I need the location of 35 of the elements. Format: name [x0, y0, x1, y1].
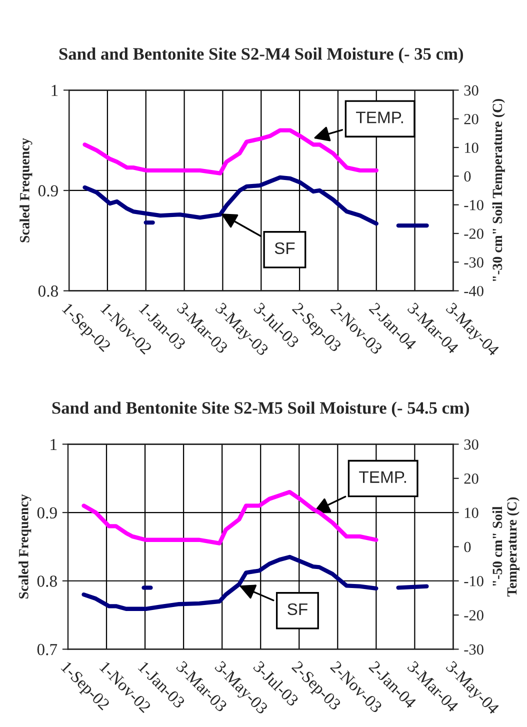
annotation: SF: [274, 242, 295, 254]
chart-title: Sand and Bentonite Site S2-M5 Soil Moisture (- 54.5 cm): [52, 402, 469, 418]
y2-tick-label: -30: [464, 644, 484, 655]
y-tick-label: 0.9: [38, 185, 58, 196]
annotation: SF: [288, 603, 308, 616]
y2-tick-label: -20: [464, 228, 484, 239]
y-tick-label: 0.7: [37, 644, 58, 656]
y2-tick-label: -20: [464, 610, 484, 620]
y2-axis-title: "-30 cm" Soil Temperature (C): [492, 99, 505, 282]
y2-tick-label: 20: [464, 474, 478, 484]
annotation: TEMP.: [356, 112, 403, 124]
y2-tick-label: 10: [464, 142, 478, 153]
y-tick-label: 0.9: [37, 507, 57, 519]
y-tick-label: 1: [52, 84, 58, 96]
chart-title: Sand and Bentonite Site S2-M4 Soil Moisture (- 35 cm): [59, 48, 464, 64]
y2-tick-label: 0: [464, 542, 471, 552]
y2-tick-label: 10: [464, 508, 478, 518]
annotation: TEMP.: [359, 471, 406, 483]
y2-axis-title: "-50 cm" Soil Temperature (C): [492, 497, 520, 596]
y-tick-label: 0.8: [37, 576, 57, 587]
y-tick-label: 1: [50, 438, 57, 450]
y-axis-title: Scaled Frequency: [18, 494, 32, 598]
y2-tick-label: 0: [464, 171, 471, 182]
y2-tick-label: 20: [464, 114, 478, 124]
y2-tick-label: 30: [464, 85, 478, 96]
y-axis-title: Scaled Frequency: [20, 138, 32, 242]
y2-tick-label: -10: [464, 576, 484, 586]
y-tick-label: 0.8: [38, 286, 58, 297]
y2-tick-label: -30: [464, 257, 484, 268]
line-series: [82, 490, 378, 546]
y2-tick-label: -10: [464, 200, 484, 210]
line-series: [82, 175, 378, 226]
y2-tick-label: -40: [464, 286, 484, 296]
line-series: [82, 128, 378, 176]
y2-tick-label: 30: [464, 439, 478, 450]
